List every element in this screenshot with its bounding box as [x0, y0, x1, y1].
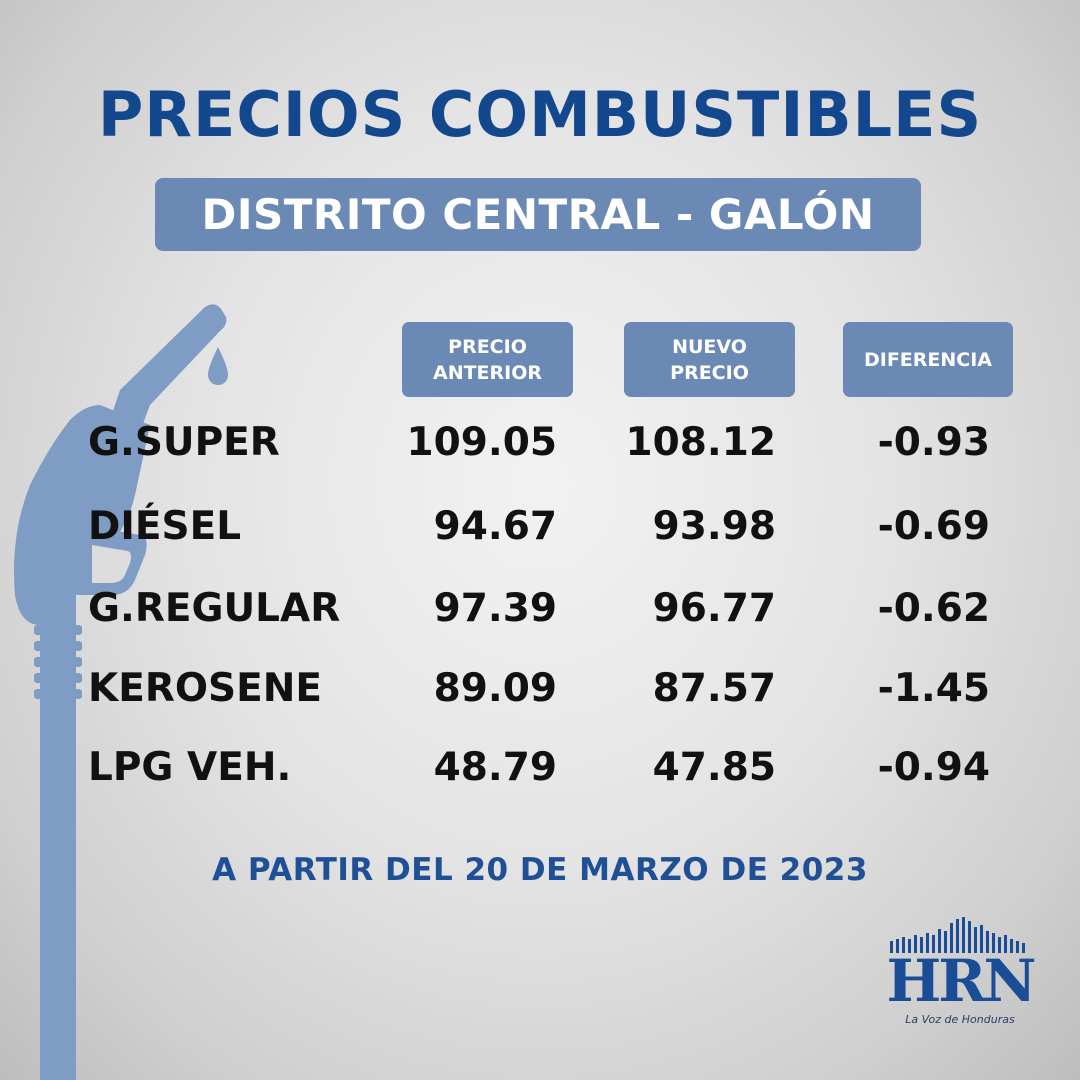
header-diferencia: DIFERENCIA	[843, 322, 1013, 397]
diferencia: -0.93	[877, 420, 990, 465]
diferencia: -0.94	[877, 745, 990, 790]
precio-anterior: 94.67	[433, 504, 557, 549]
page-title: PRECIOS COMBUSTIBLES	[97, 78, 983, 151]
subtitle-text: DISTRITO CENTRAL - GALÓN	[201, 190, 875, 239]
table-row: LPG VEH. 48.79 47.85 -0.94	[0, 745, 1080, 805]
diferencia: -0.69	[877, 504, 990, 549]
table-row: KEROSENE 89.09 87.57 -1.45	[0, 666, 1080, 726]
nuevo-precio: 93.98	[652, 504, 776, 549]
diferencia: -1.45	[877, 666, 990, 711]
signal-bars-icon	[890, 917, 1025, 953]
header-line: NUEVO	[672, 335, 747, 358]
fuel-nozzle-icon	[14, 304, 228, 1080]
table-row: G.REGULAR 97.39 96.77 -0.62	[0, 586, 1080, 646]
precio-anterior: 109.05	[406, 420, 558, 465]
fuel-name: DIÉSEL	[88, 504, 242, 549]
diferencia: -0.62	[877, 586, 990, 631]
nuevo-precio: 47.85	[652, 745, 776, 790]
fuel-name: KEROSENE	[88, 666, 323, 711]
header-line: ANTERIOR	[432, 361, 543, 384]
fuel-name: G.SUPER	[88, 420, 280, 465]
precio-anterior: 48.79	[433, 745, 557, 790]
effective-date: A PARTIR DEL 20 DE MARZO DE 2023	[212, 852, 868, 888]
header-nuevo-precio: NUEVO PRECIO	[624, 322, 795, 397]
fuel-name: LPG VEH.	[88, 745, 292, 790]
logo-brand: HRN	[886, 947, 1036, 1015]
table-row: DIÉSEL 94.67 93.98 -0.69	[0, 504, 1080, 564]
precio-anterior: 89.09	[433, 666, 557, 711]
precio-anterior: 97.39	[433, 586, 557, 631]
nuevo-precio: 96.77	[652, 586, 776, 631]
header-line: DIFERENCIA	[863, 348, 993, 371]
nuevo-precio: 108.12	[625, 420, 777, 465]
fuel-name: G.REGULAR	[88, 586, 341, 631]
subtitle-banner: DISTRITO CENTRAL - GALÓN	[155, 178, 921, 251]
nuevo-precio: 87.57	[652, 666, 776, 711]
header-line: PRECIO	[448, 335, 527, 358]
header-precio-anterior: PRECIO ANTERIOR	[402, 322, 573, 397]
hrn-logo: HRN La Voz de Honduras	[880, 915, 1040, 1030]
logo-tagline: La Voz de Honduras	[905, 1013, 1015, 1026]
header-line: PRECIO	[670, 361, 749, 384]
table-row: G.SUPER 109.05 108.12 -0.93	[0, 420, 1080, 480]
